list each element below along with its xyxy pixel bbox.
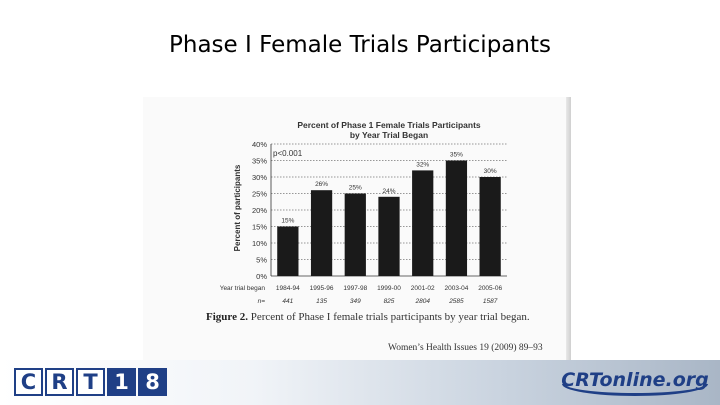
x-tick-label: 1997-98	[343, 285, 367, 292]
logo-letter: R	[45, 368, 74, 396]
figure-caption: Figure 2. Percent of Phase I female tria…	[206, 311, 556, 323]
bar	[479, 177, 501, 276]
data-label: 30%	[484, 168, 497, 175]
crt18-logo: C R T 1 8	[14, 368, 167, 396]
bar-chart: Percent of Phase 1 Female Trials Partici…	[220, 120, 507, 305]
bar	[277, 226, 299, 276]
x-tick-label: 1995-96	[310, 285, 334, 292]
x-tick-label: 1999-00	[377, 285, 401, 292]
y-tick-label: 20%	[252, 206, 267, 215]
bar	[344, 193, 366, 276]
n-value: 825	[384, 298, 395, 305]
slide-title: Phase I Female Trials Participants	[169, 32, 551, 58]
n-row-label: n=	[258, 298, 266, 305]
x-tick-label: 2001-02	[411, 285, 435, 292]
n-value: 349	[350, 298, 361, 305]
n-value: 441	[282, 298, 293, 305]
bar	[310, 190, 333, 276]
crtonline-logo: CRTonline.org	[561, 364, 709, 396]
y-tick-label: 25%	[252, 190, 267, 199]
x-tick-label: 1984-94	[276, 285, 300, 292]
n-value: 1587	[483, 298, 498, 305]
x-tick-label: 2003-04	[444, 285, 468, 292]
data-label: 32%	[416, 161, 429, 168]
chart-title: Percent of Phase 1 Female Trials Partici…	[297, 120, 481, 130]
logo-letter: C	[14, 368, 43, 396]
data-label: 26%	[315, 181, 328, 188]
y-tick-label: 5%	[256, 256, 267, 265]
n-value: 2804	[414, 298, 430, 305]
data-label: 24%	[382, 188, 395, 195]
y-tick-label: 0%	[256, 272, 267, 281]
data-label: 35%	[450, 152, 463, 159]
y-tick-label: 35%	[252, 157, 267, 166]
data-label: 25%	[349, 185, 362, 192]
logo-letter: 8	[138, 368, 167, 396]
y-tick-label: 10%	[252, 239, 267, 248]
y-tick-label: 15%	[252, 223, 267, 232]
logo-letter: T	[76, 368, 105, 396]
bar	[412, 170, 434, 276]
figure-label: Figure 2.	[206, 311, 248, 323]
x-row-label: Year trial began	[220, 285, 266, 292]
bar	[445, 160, 468, 276]
n-value: 135	[316, 298, 327, 305]
x-tick-label: 2005-06	[478, 285, 502, 292]
y-tick-label: 40%	[252, 140, 267, 149]
y-tick-label: 30%	[252, 173, 267, 182]
figure-caption-text: Percent of Phase I female trials partici…	[250, 311, 530, 323]
figure-source: Women’s Health Issues 19 (2009) 89–93	[388, 343, 543, 353]
data-label: 15%	[281, 218, 294, 225]
p-value-annotation: p<0.001	[273, 149, 303, 158]
scan-edge	[566, 97, 571, 360]
n-value: 2585	[448, 298, 464, 305]
bar	[378, 196, 400, 276]
y-axis-label: Percent of participants	[233, 164, 242, 251]
logo-letter: 1	[107, 368, 136, 396]
plot-area: 0% 5% 10% 15% 20% 25% 30% 35% 40% 15% 1984-94 441 26…	[252, 140, 507, 305]
chart-subtitle: by Year Trial Began	[350, 130, 428, 140]
